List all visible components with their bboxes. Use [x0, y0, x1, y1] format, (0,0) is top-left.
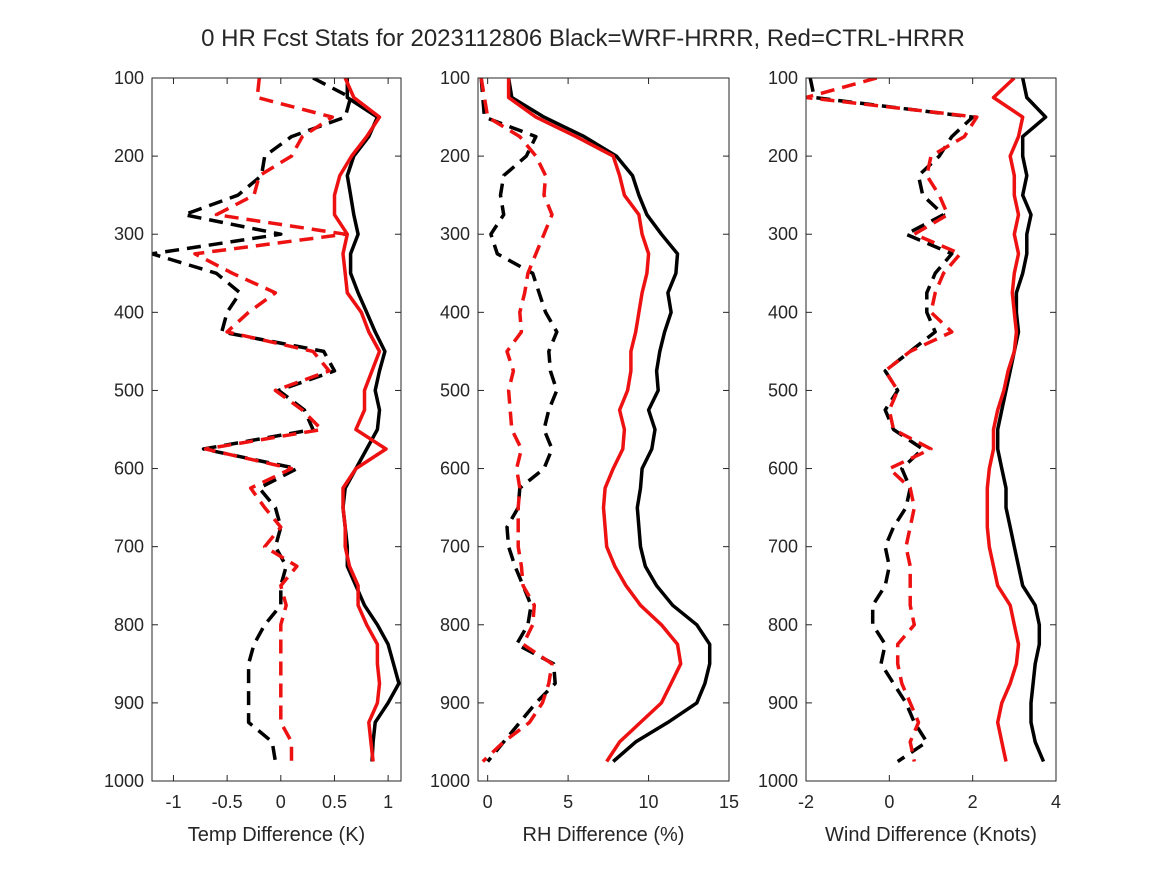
y-tick-label: 900	[440, 693, 470, 713]
y-tick-label: 1000	[758, 771, 798, 791]
series-wrf-dashed	[152, 78, 353, 762]
x-tick-label: -2	[798, 792, 814, 812]
x-tick-label: 5	[563, 792, 573, 812]
y-tick-label: 400	[768, 302, 798, 322]
y-tick-label: 300	[440, 224, 470, 244]
x-tick-label: 1	[383, 792, 393, 812]
y-tick-label: 800	[768, 615, 798, 635]
x-axis-label: Temp Difference (K)	[188, 824, 365, 846]
x-tick-label: -1	[165, 792, 181, 812]
x-tick-label: 0	[276, 792, 286, 812]
y-tick-label: 700	[440, 537, 470, 557]
x-tick-label: 0	[884, 792, 894, 812]
y-tick-label: 700	[768, 537, 798, 557]
y-tick-label: 800	[114, 615, 144, 635]
y-tick-label: 200	[440, 146, 470, 166]
x-axis-label: Wind Difference (Knots)	[825, 824, 1037, 846]
axes-frame	[477, 77, 730, 782]
y-tick-label: 500	[768, 380, 798, 400]
axes-frame	[151, 77, 402, 782]
x-tick-label: 10	[639, 792, 659, 812]
x-tick-label: 15	[719, 792, 739, 812]
y-tick-label: 800	[440, 615, 470, 635]
series-ctrl-solid	[506, 78, 683, 763]
x-tick-label: 0.5	[322, 792, 347, 812]
y-tick-label: 900	[768, 693, 798, 713]
y-tick-label: 400	[440, 302, 470, 322]
y-tick-label: 100	[440, 68, 470, 88]
panel-3: 100 200 300 400 500 600 700 800 900 1000-2 0 2 4 Wind…	[758, 68, 1061, 846]
series-wrf-solid	[995, 78, 1048, 763]
series-group	[806, 78, 1048, 763]
series-wrf-dashed	[479, 78, 559, 763]
figure-title: 0 HR Fcst Stats for 2023112806 Black=WRF…	[201, 25, 965, 52]
y-tick-label: 100	[768, 68, 798, 88]
y-tick-label: 300	[768, 224, 798, 244]
series-ctrl-solid	[985, 78, 1025, 762]
y-tick-label: 200	[768, 146, 798, 166]
x-axis-label: RH Difference (%)	[523, 824, 685, 846]
y-tick-label: 600	[440, 459, 470, 479]
series-ctrl-dashed	[479, 78, 554, 763]
series-wrf-solid	[341, 78, 401, 762]
y-tick-label: 400	[114, 302, 144, 322]
y-tick-label: 1000	[104, 771, 144, 791]
y-tick-label: 100	[114, 68, 144, 88]
panel-2: 100 200 300 400 500 600 700 800 900 1000 0 5 10 15 RH …	[430, 68, 739, 846]
series-group	[479, 78, 712, 763]
series-ctrl-dashed	[806, 78, 979, 762]
y-tick-label: 1000	[430, 771, 470, 791]
series-wrf-solid	[506, 78, 712, 763]
x-tick-label: -0.5	[212, 792, 243, 812]
x-tick-label: 4	[1051, 792, 1061, 812]
series-wrf-dashed	[808, 78, 975, 763]
y-tick-label: 500	[440, 380, 470, 400]
y-tick-label: 200	[114, 146, 144, 166]
series-ctrl-dashed	[193, 78, 347, 762]
y-tick-label: 500	[114, 380, 144, 400]
y-tick-label: 600	[114, 459, 144, 479]
x-tick-label: 2	[968, 792, 978, 812]
series-ctrl-solid	[332, 78, 388, 762]
y-tick-label: 600	[768, 459, 798, 479]
y-tick-label: 300	[114, 224, 144, 244]
x-tick-label: 0	[483, 792, 493, 812]
y-tick-label: 700	[114, 537, 144, 557]
panel-1: 100 200 300 400 500 600 700 800 900 1000 -1 -0.5 0 0.…	[104, 68, 402, 846]
series-group	[152, 78, 401, 762]
y-tick-label: 900	[114, 693, 144, 713]
axes-frame	[805, 77, 1057, 782]
